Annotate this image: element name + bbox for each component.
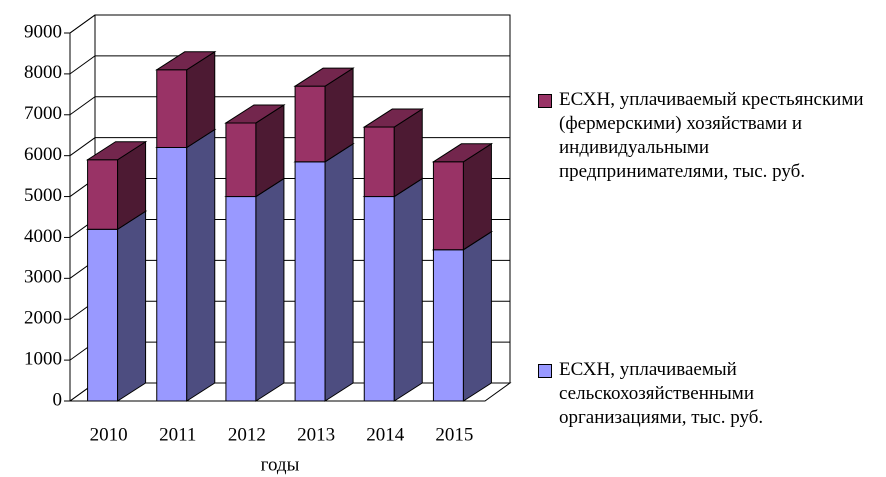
y-tick-label: 7000 — [24, 103, 62, 124]
grid-line — [69, 55, 510, 75]
legend-swatch — [538, 364, 552, 378]
bar-side — [186, 128, 216, 402]
x-tick-label: 2010 — [90, 424, 128, 445]
bar-top — [431, 143, 494, 163]
x-tick-label: 2014 — [366, 424, 405, 445]
x-tick-label: 2011 — [159, 424, 196, 445]
y-tick-label: 4000 — [24, 226, 62, 247]
bar — [432, 249, 464, 402]
bar — [87, 228, 119, 402]
grid-line — [69, 14, 510, 34]
bar — [87, 159, 119, 230]
bar-top — [293, 67, 355, 87]
y-tick-label: 1000 — [24, 348, 62, 369]
bar-side — [255, 177, 285, 402]
legend-item: ЕСХН, уплачиваемый сельскохозяйственными… — [538, 358, 883, 430]
bar — [432, 161, 464, 251]
legend-text: ЕСХН, уплачиваемый сельскохозяйственными… — [559, 359, 764, 428]
y-tick-label: 8000 — [24, 62, 62, 83]
bar-side — [324, 142, 354, 402]
y-tick-label: 3000 — [24, 267, 62, 288]
bar-side — [393, 177, 423, 402]
bar-top — [85, 141, 148, 161]
bar — [156, 69, 188, 148]
y-tick-label: 0 — [53, 389, 63, 410]
legend-text: ЕСХН, уплачиваемый крестьянскими (фермер… — [559, 89, 864, 182]
bar — [156, 146, 188, 402]
y-tick-label: 2000 — [24, 308, 62, 329]
y-tick-label: 9000 — [24, 21, 62, 42]
legend-swatch — [538, 94, 552, 108]
y-tick-label: 5000 — [24, 185, 62, 206]
bar — [225, 196, 257, 402]
bar-top — [224, 104, 286, 124]
bar-top — [155, 51, 217, 71]
legend-item: ЕСХН, уплачиваемый крестьянскими (фермер… — [538, 88, 883, 184]
bar — [294, 161, 326, 402]
bar-side — [462, 230, 492, 402]
bar — [363, 196, 395, 402]
y-tick-label: 6000 — [24, 144, 62, 165]
x-axis-label: годы — [261, 454, 300, 475]
grid-line — [69, 96, 510, 116]
bar-top — [362, 108, 424, 128]
bar-side — [117, 210, 147, 402]
bar — [363, 126, 395, 198]
x-tick-label: 2012 — [228, 424, 266, 445]
bar — [294, 85, 326, 163]
bar — [225, 122, 257, 198]
x-tick-label: 2015 — [435, 424, 473, 445]
x-tick-label: 2013 — [297, 424, 335, 445]
